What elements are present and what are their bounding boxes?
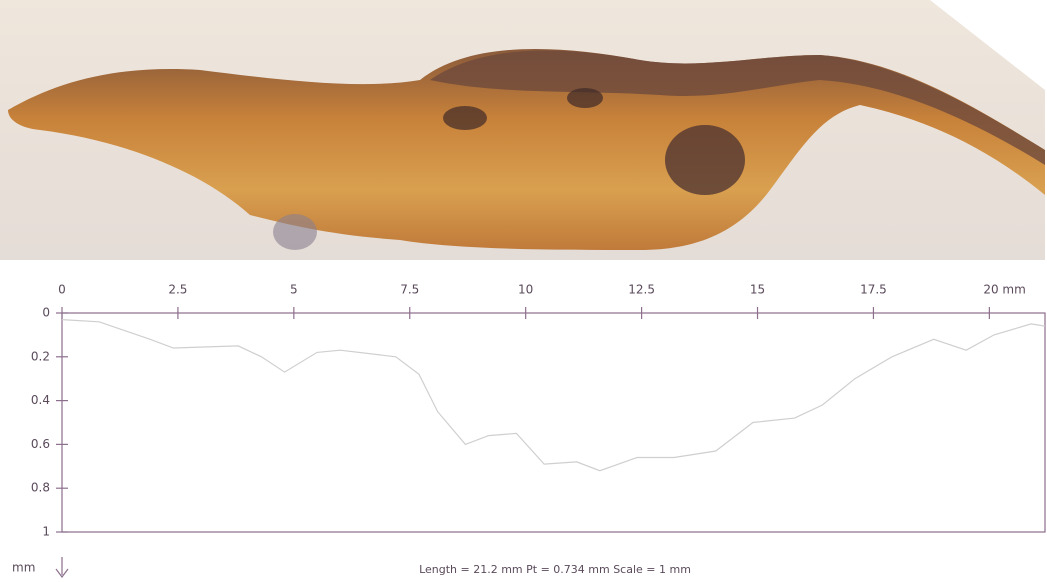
x-tick-label: 15 [750,283,765,297]
x-tick-label: 17.5 [860,283,887,297]
x-tick-label: 10 [518,283,533,297]
y-tick-label: 0.2 [31,349,50,363]
y-tick-label: 0.8 [31,481,50,495]
y-unit: mm [12,561,35,575]
y-tick-label: 0.6 [31,437,50,451]
y-tick-label: 1 [42,525,50,539]
y-tick-label: 0.4 [31,393,50,407]
y-tick-label: 0 [42,306,50,320]
x-tick-label: 20 mm [983,283,1025,297]
plot-frame [62,313,1045,532]
x-tick-label: 7.5 [400,283,419,297]
profile-chart: 0 2.5 5 7.5 10 12.5 15 17.5 20 mm 0 0.2 0.4 0.6 0.8 1 [31,283,1045,539]
x-tick-label: 12.5 [628,283,655,297]
profile-line [62,320,1045,471]
annotation: Length = 21.2 mm Pt = 0.734 mm Scale = 1… [419,563,691,576]
sample-photo [0,0,1045,260]
x-tick-label: 5 [290,283,298,297]
x-tick-label: 0 [58,283,66,297]
figure: 02.557.51012.51517.520 mm00.20.40.60.81 … [0,0,1047,582]
page: {"chart_data": {"type": "line", "x": [0,… [0,0,1047,582]
x-tick-label: 2.5 [168,283,187,297]
y-arrow [56,557,68,577]
